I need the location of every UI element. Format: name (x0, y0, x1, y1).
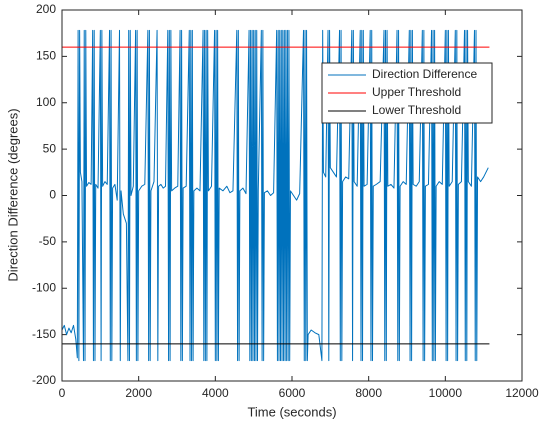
y-tick-label: 50 (43, 141, 57, 155)
legend-label: Upper Threshold (372, 85, 461, 99)
x-tick-label: 0 (59, 386, 66, 400)
y-tick-label: 200 (36, 2, 56, 16)
legend-label: Direction Difference (372, 67, 477, 81)
x-axis-label: Time (seconds) (247, 404, 336, 419)
y-tick-label: -50 (39, 234, 57, 248)
legend-label: Lower Threshold (372, 103, 461, 117)
y-tick-label: -150 (32, 327, 56, 341)
x-tick-label: 12000 (505, 386, 539, 400)
x-tick-label: 6000 (279, 386, 306, 400)
x-tick-label: 4000 (202, 386, 229, 400)
axes-frame (61, 9, 523, 382)
y-tick-label: 100 (36, 95, 56, 109)
x-tick-label: 10000 (429, 386, 463, 400)
data-line (61, 29, 489, 362)
y-axis-label: Direction Difference (degrees) (5, 108, 20, 281)
x-tick-label: 8000 (355, 386, 382, 400)
y-tick-label: -100 (32, 280, 56, 294)
y-tick-label: 150 (36, 49, 56, 63)
y-tick-label: -200 (32, 373, 56, 387)
y-tick-label: 0 (49, 188, 56, 202)
x-tick-label: 2000 (125, 386, 152, 400)
